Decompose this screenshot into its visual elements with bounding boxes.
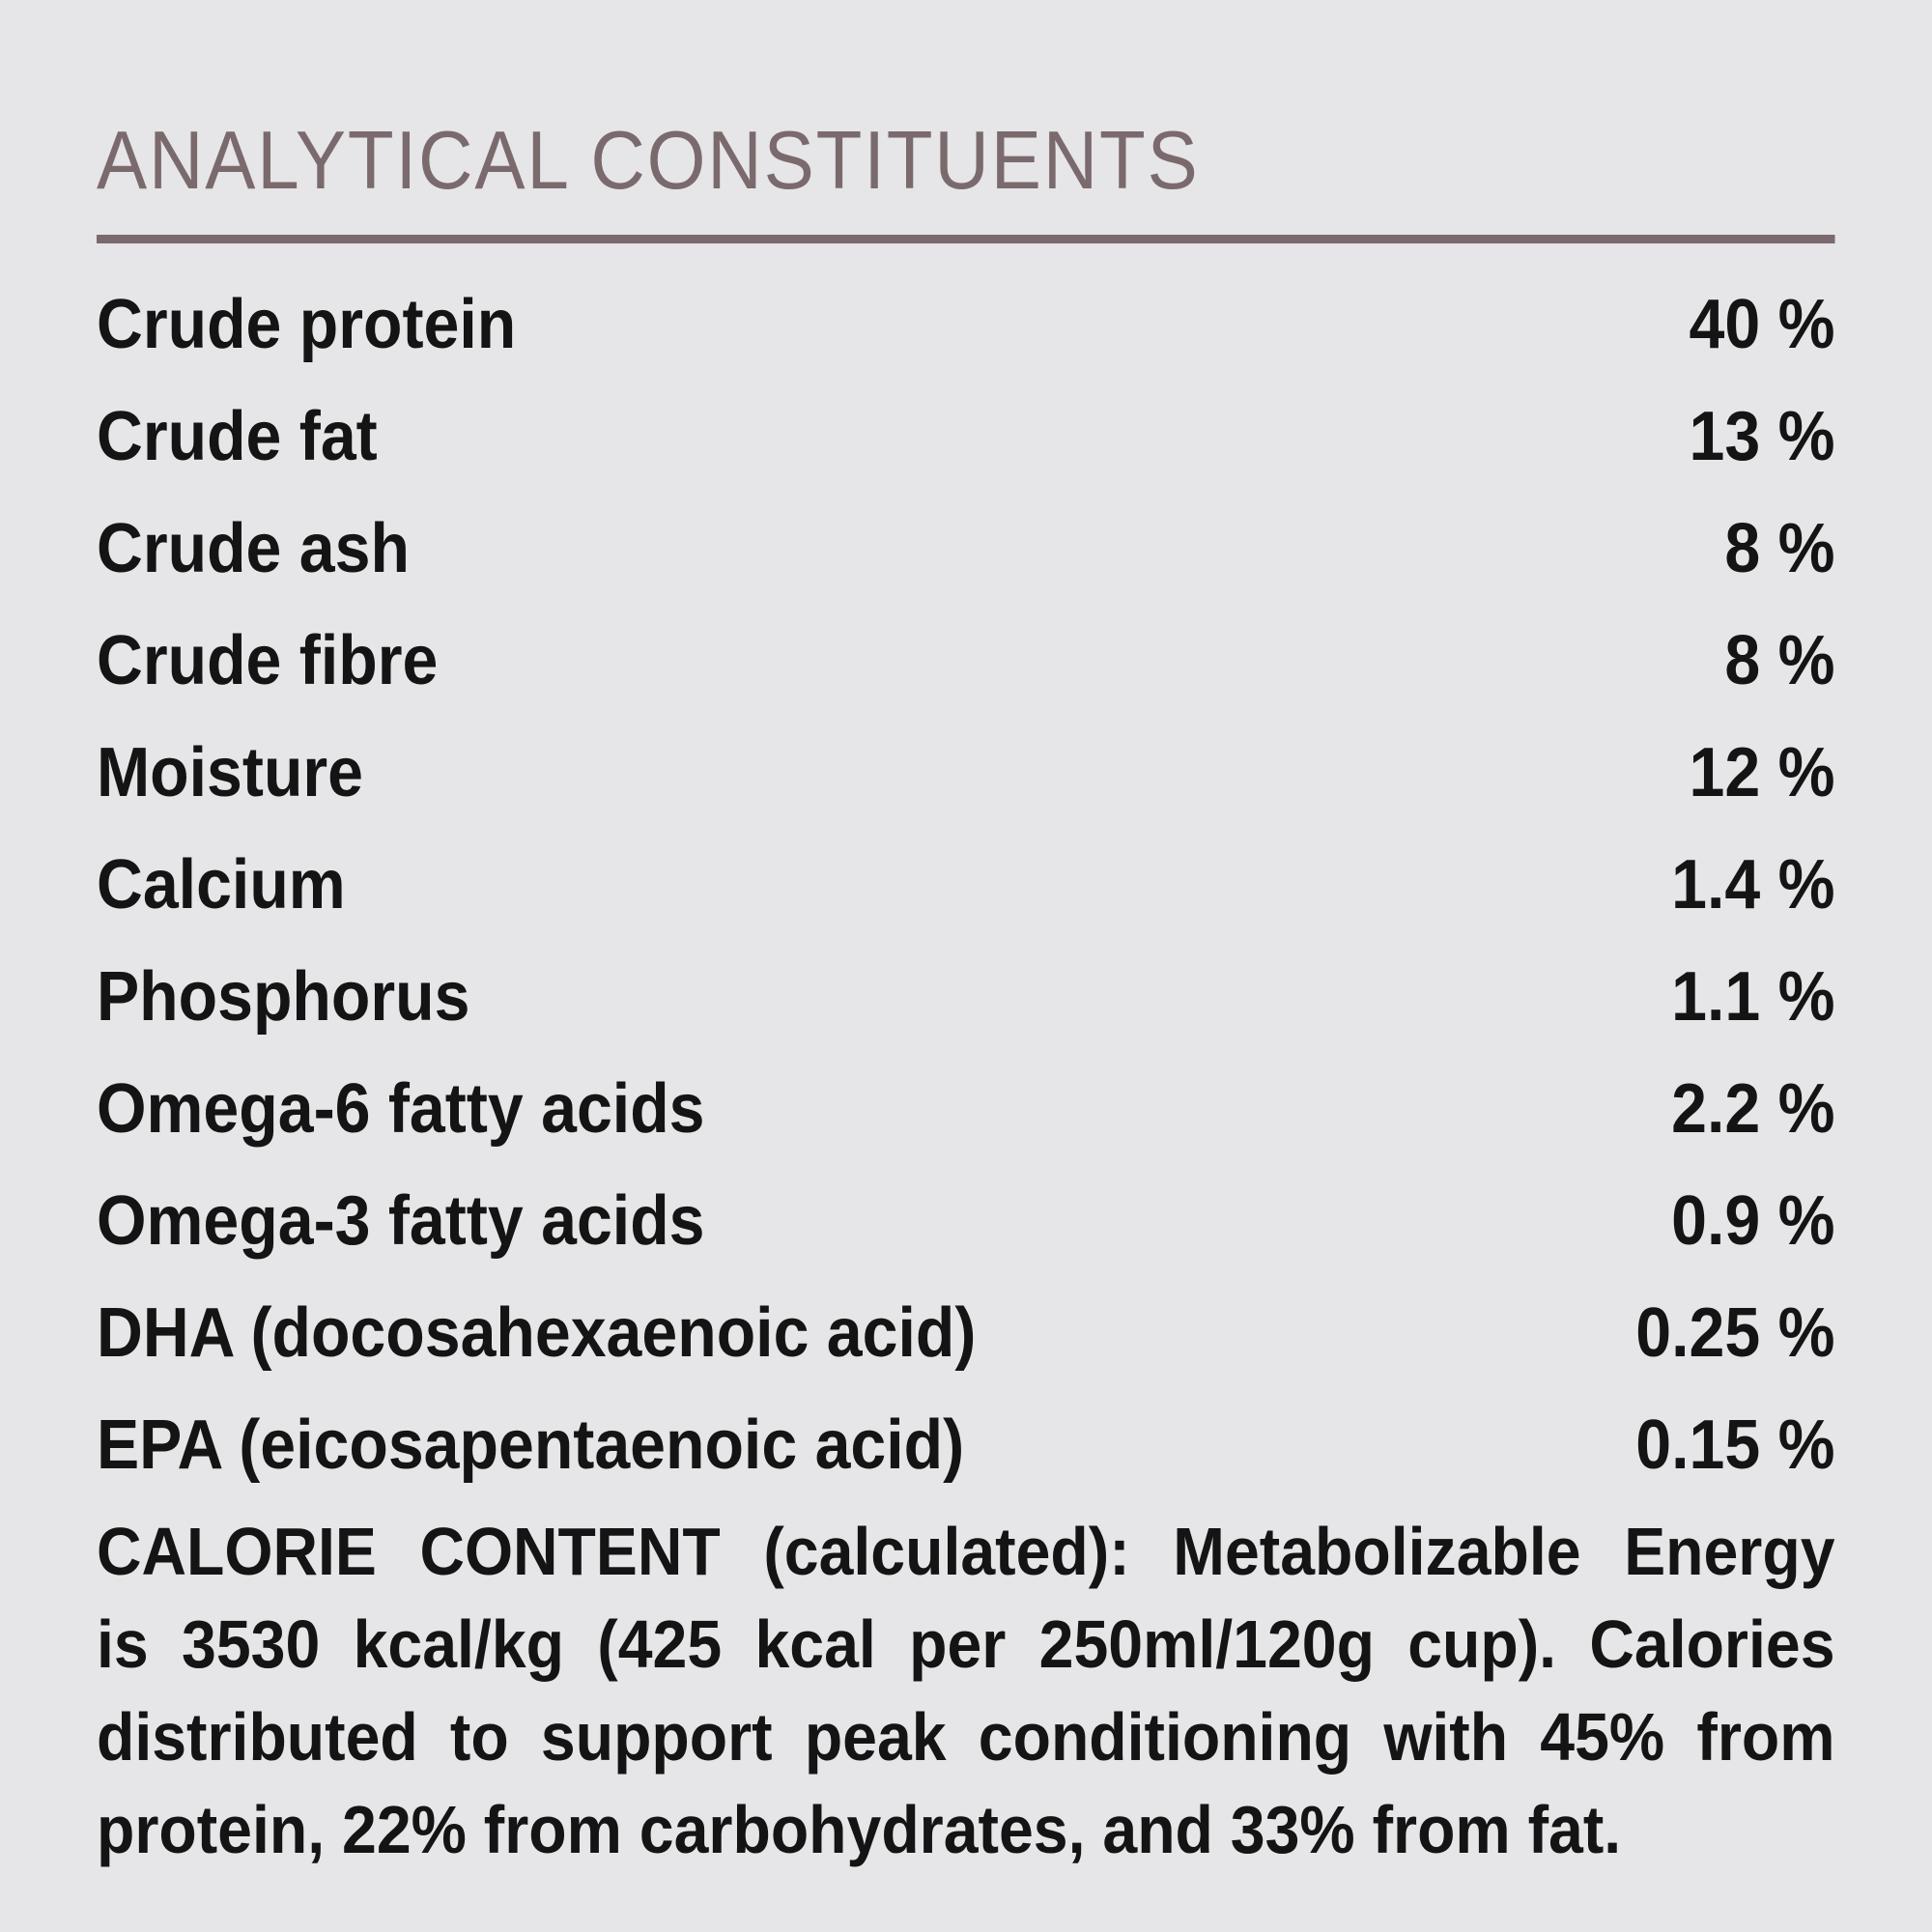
row-label: Crude ash [97,510,410,587]
calorie-content-line: is 3530 kcal/kg (425 kcal per 250ml/120g… [97,1606,1835,1682]
row-value: 0.25 % [1635,1294,1835,1372]
table-row: Crude ash 8 % [97,493,1835,605]
calorie-content-line: distributed to support peak conditioning… [97,1699,1835,1775]
table-row: Calcium 1.4 % [97,829,1835,941]
title-underline-rule [97,235,1835,243]
row-label: Omega-3 fatty acids [97,1182,705,1260]
row-value: 8 % [1724,510,1835,587]
table-row: Phosphorus 1.1 % [97,941,1835,1053]
row-label: Crude protein [97,286,517,363]
calorie-content-line: CALORIE CONTENT (calculated): Metaboliza… [97,1514,1835,1589]
table-row: DHA (docosahexaenoic acid) 0.25 % [97,1277,1835,1389]
table-row: Crude fibre 8 % [97,605,1835,717]
row-value: 0.15 % [1635,1406,1835,1484]
row-value: 8 % [1724,622,1835,699]
table-row: Moisture 12 % [97,717,1835,829]
row-label: EPA (eicosapentaenoic acid) [97,1406,965,1484]
row-label: Moisture [97,734,364,811]
row-value: 1.1 % [1671,958,1835,1036]
row-label: DHA (docosahexaenoic acid) [97,1294,977,1372]
calorie-content-paragraph: CALORIE CONTENT (calculated): Metaboliza… [97,1505,1835,1876]
table-row: Omega-6 fatty acids 2.2 % [97,1053,1835,1165]
constituents-table: Crude protein 40 % Crude fat 13 % Crude … [97,269,1835,1501]
table-row: Crude protein 40 % [97,269,1835,381]
row-value: 0.9 % [1671,1182,1835,1260]
row-label: Crude fat [97,398,378,475]
row-value: 12 % [1689,734,1835,811]
row-label: Crude fibre [97,622,439,699]
row-label: Calcium [97,846,346,923]
section-title: ANALYTICAL CONSTITUENTS [97,115,1200,207]
table-row: Omega-3 fatty acids 0.9 % [97,1165,1835,1277]
analytical-constituents-panel: ANALYTICAL CONSTITUENTS Crude protein 40… [97,0,1835,1876]
table-row: Crude fat 13 % [97,381,1835,493]
calorie-content-line: protein, 22% from carbohydrates, and 33%… [97,1792,1622,1867]
row-value: 40 % [1689,286,1835,363]
row-label: Phosphorus [97,958,470,1036]
row-value: 13 % [1689,398,1835,475]
row-value: 1.4 % [1671,846,1835,923]
row-value: 2.2 % [1671,1070,1835,1148]
table-row: EPA (eicosapentaenoic acid) 0.15 % [97,1389,1835,1501]
row-label: Omega-6 fatty acids [97,1070,705,1148]
